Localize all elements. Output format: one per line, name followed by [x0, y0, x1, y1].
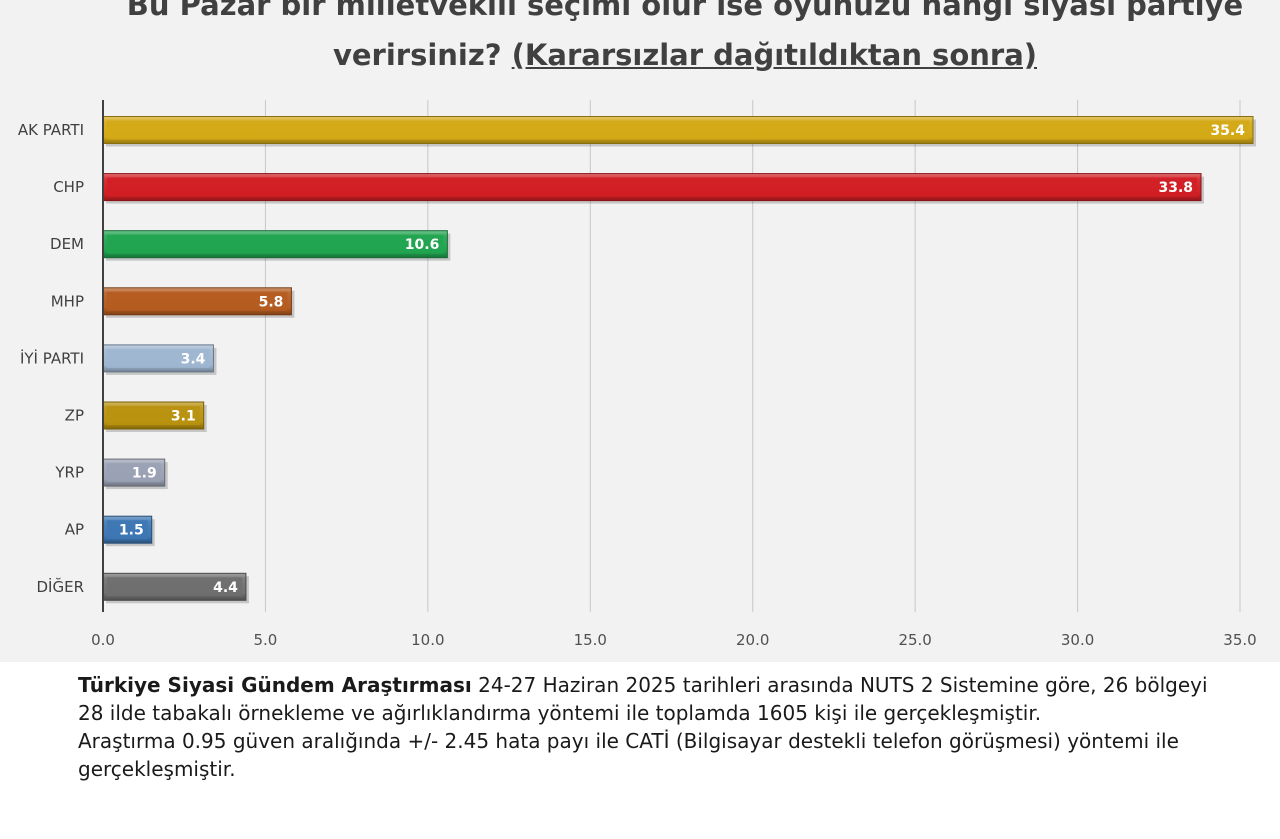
category-label-1: CHP	[53, 178, 84, 196]
footnote-line-4: gerçekleşmiştir.	[78, 757, 236, 781]
value-label-7: 1.5	[119, 523, 144, 539]
value-label-4: 3.4	[181, 351, 206, 367]
x-tick-label-5: 25.0	[898, 631, 931, 649]
chart-title-line-2: verirsiniz? (Kararsızlar dağıtıldıktan s…	[90, 38, 1280, 72]
bar-face-5	[107, 406, 200, 425]
value-label-3: 5.8	[259, 294, 284, 310]
chart-title-note: (Kararsızlar dağıtıldıktan sonra)	[511, 38, 1038, 72]
survey-footnote: Türkiye Siyasi Gündem Araştırması 24-27 …	[78, 671, 1280, 783]
x-tick-label-1: 5.0	[253, 631, 277, 649]
footnote-line-2: 28 ilde tabakalı örnekleme ve ağırlıklan…	[78, 701, 1042, 725]
value-label-8: 4.4	[213, 580, 238, 596]
x-tick-label-6: 30.0	[1061, 631, 1094, 649]
bar-face-8	[107, 577, 242, 597]
bar-face-3	[107, 291, 288, 311]
x-tick-label-0: 0.0	[91, 631, 115, 649]
x-tick-label-3: 15.0	[574, 631, 607, 649]
bar-face-1	[107, 177, 1198, 197]
category-label-5: ZP	[65, 407, 84, 425]
bar-face-4	[107, 348, 210, 368]
value-label-0: 35.4	[1210, 123, 1245, 139]
bar-chart: 35.4 AK PARTI 33.8 CHP 10.6 DEM 5.8 MHP 3.4 İYİ P…	[18, 100, 1257, 649]
bar-face-6	[107, 463, 161, 483]
footnote-line-1-text: 24-27 Haziran 2025 tarihleri arasında NU…	[471, 673, 1208, 697]
footnote-line-1: Türkiye Siyasi Gündem Araştırması 24-27 …	[78, 671, 1280, 699]
category-label-8: DİĞER	[37, 577, 85, 596]
x-tick-label-2: 10.0	[411, 631, 444, 649]
bar-face-2	[107, 234, 444, 254]
survey-name: Türkiye Siyasi Gündem Araştırması	[78, 673, 472, 697]
x-tick-label-4: 20.0	[736, 631, 769, 649]
value-label-2: 10.6	[405, 237, 440, 253]
value-label-1: 33.8	[1158, 180, 1193, 196]
x-tick-label-7: 35.0	[1223, 631, 1256, 649]
chart-title-question-end: verirsiniz?	[332, 38, 512, 72]
category-label-4: İYİ PARTI	[20, 348, 84, 367]
category-label-3: MHP	[51, 292, 84, 310]
bar-face-0	[107, 120, 1249, 140]
footnote-line-3: Araştırma 0.95 güven aralığında +/- 2.45…	[78, 729, 1179, 753]
category-label-0: AK PARTI	[18, 121, 84, 139]
chart-title-line-1: Bu Pazar bir milletvekili seçimi olur is…	[126, 0, 1244, 22]
bar-face-7	[107, 520, 148, 540]
category-label-6: YRP	[54, 464, 84, 482]
value-label-5: 3.1	[171, 409, 196, 425]
chart-area: Bu Pazar bir milletvekili seçimi olur is…	[0, 0, 1280, 662]
value-label-6: 1.9	[132, 466, 157, 482]
category-label-7: AP	[65, 521, 84, 539]
category-label-2: DEM	[50, 235, 84, 253]
